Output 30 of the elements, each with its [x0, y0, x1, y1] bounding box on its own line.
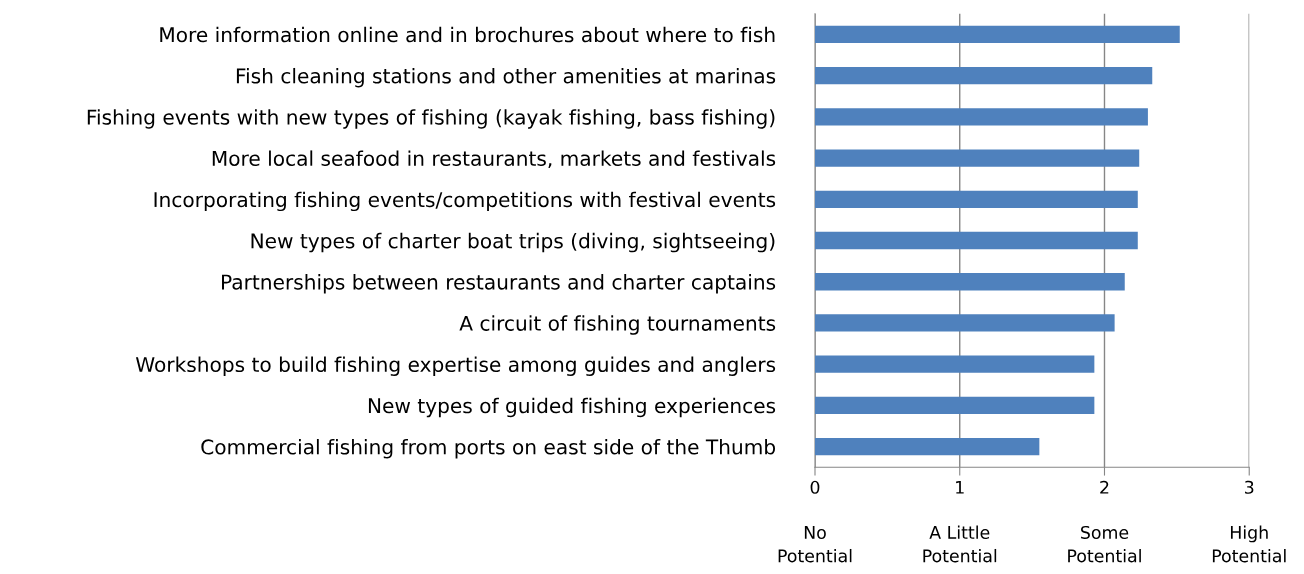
- text: No Potential: [778, 526, 852, 563]
- x-tick-label: 0: [810, 480, 820, 494]
- x-tick-label: 1: [956, 480, 964, 494]
- y-tick-label: Commercial fishing from ports on east side of the Thumb: [201, 438, 776, 459]
- y-tick-label: More information online and in brochures about where to fish: [160, 26, 775, 43]
- y-tick-label: Partnerships between restaurants and charter captains: [222, 274, 776, 294]
- bar: [815, 190, 1138, 208]
- bar: [815, 355, 1095, 373]
- bar: [815, 108, 1148, 126]
- y-tick-label: New types of charter boat trips (diving, sightseeing): [251, 232, 775, 253]
- bar: [815, 149, 1140, 167]
- bar: [815, 314, 1115, 332]
- y-tick-label: Incorporating fishing events/competitions with festival events: [154, 191, 776, 212]
- bar: [815, 273, 1125, 291]
- bar: [815, 437, 1040, 456]
- text: A Little Potential: [923, 525, 997, 563]
- bar: [815, 25, 1180, 44]
- y-tick-label: Fish cleaning stations and other amenities at marinas: [236, 67, 776, 88]
- y-tick-label: New types of guided fishing experiences: [368, 397, 776, 418]
- y-tick-label: More local seafood in restaurants, markets and festivals: [212, 150, 776, 169]
- text: High Potential: [1212, 525, 1286, 563]
- y-tick-label: A circuit of fishing tournaments: [459, 315, 776, 335]
- bar: [815, 396, 1095, 415]
- x-tick-label: 3: [1245, 480, 1254, 494]
- y-tick-label: Fishing events with new types of fishing (kayak fishing, bass fishing): [87, 109, 775, 129]
- x-tick-label: 2: [1100, 480, 1109, 494]
- bar: [815, 231, 1138, 250]
- bar: [815, 66, 1153, 85]
- y-tick-label: Workshops to build fishing expertise among guides and anglers: [135, 356, 776, 377]
- text: Some Potential: [1068, 525, 1141, 563]
